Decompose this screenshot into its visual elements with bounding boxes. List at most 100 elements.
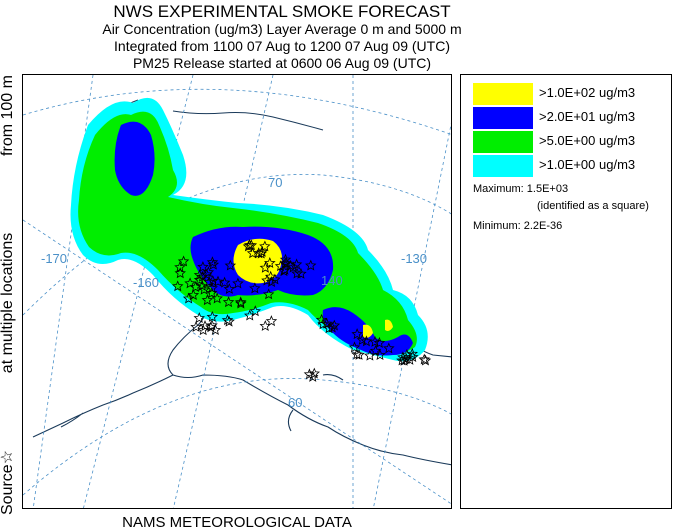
- fire-source-star-icon: [397, 351, 409, 363]
- source-word: Source: [0, 464, 16, 515]
- fire-source-star-icon: [351, 328, 363, 340]
- legend-swatch-yellow: [473, 83, 533, 105]
- smoke-contours: [70, 97, 428, 362]
- maximum-note: (identified as a square): [537, 200, 649, 212]
- fire-source-star-icon: [187, 289, 200, 301]
- fire-source-star-icon: [249, 305, 261, 317]
- fire-source-star-icon: [269, 273, 281, 285]
- fire-source-star-icon: [196, 279, 208, 291]
- fire-source-star-icon: [279, 253, 292, 265]
- fire-source-star-icon: [295, 267, 307, 279]
- fire-source-star-icon: [222, 296, 235, 308]
- source-label: Source☆ at multiple locations from 100 m: [0, 75, 18, 515]
- fire-source-star-icon: [404, 353, 416, 365]
- fire-source-star-icon: [383, 342, 395, 354]
- fire-source-star-icon: [211, 292, 223, 304]
- fire-source-star-icon: [206, 319, 218, 331]
- source-star-icon: ☆: [0, 449, 16, 465]
- fire-source-star-icon: [259, 240, 271, 252]
- fire-source-star-icon: [224, 259, 237, 271]
- smoke-map: -170 -160 70 140 -130 60: [22, 74, 452, 509]
- fire-source-star-icon: [197, 324, 210, 336]
- fire-source-star-icon: [174, 267, 186, 279]
- fire-source-star-icon: [212, 275, 224, 287]
- legend-item-gt-100: >1.0E+02 ug/m3: [473, 83, 673, 105]
- fire-source-star-icon: [243, 239, 256, 251]
- legend-item-gt-20: >2.0E+01 ug/m3: [473, 107, 673, 129]
- release-time: PM25 Release started at 0600 06 Aug 09 (…: [132, 55, 432, 71]
- fire-source-star-icon: [398, 354, 410, 366]
- grid-label-lon-160: -160: [133, 275, 159, 290]
- legend-item-gt-1: >1.0E+00 ug/m3: [473, 155, 673, 177]
- fire-source-star-icon: [223, 315, 235, 327]
- fire-source-star-icon: [308, 367, 320, 379]
- fire-source-star-icon: [205, 321, 217, 333]
- forecast-title: NWS EXPERIMENTAL SMOKE FORECAST: [113, 2, 451, 21]
- legend-label: >2.0E+01 ug/m3: [539, 109, 636, 124]
- fire-source-star-icon: [232, 277, 244, 289]
- concentration-subtitle: Air Concentration (ug/m3) Layer Average …: [102, 21, 462, 37]
- map-canvas: -170 -160 70 140 -130 60: [23, 75, 451, 508]
- fire-source-star-icon: [400, 352, 412, 364]
- fire-source-star-icon: [406, 347, 418, 359]
- fire-source-star-icon: [182, 292, 195, 304]
- fire-source-star-icon: [197, 261, 209, 272]
- fire-source-star-icon: [193, 273, 206, 285]
- source-height-text: from 100 m: [0, 75, 16, 156]
- fire-source-star-icon: [172, 280, 184, 292]
- fire-source-star-icon: [209, 324, 222, 336]
- fire-source-star-icon: [184, 277, 196, 289]
- fire-source-star-icon: [223, 283, 236, 294]
- fire-source-star-icon: [244, 309, 256, 321]
- fire-source-star-icon: [203, 276, 215, 288]
- grid-label-lon-130: -130: [401, 251, 427, 266]
- fire-source-star-icon: [253, 247, 265, 259]
- fire-source-star-icon: [326, 321, 338, 333]
- fire-source-star-icon: [360, 335, 373, 347]
- fire-source-markers: [172, 239, 432, 382]
- grid-label-lon-170: -170: [41, 251, 67, 266]
- fire-source-star-icon: [207, 258, 220, 270]
- fire-source-star-icon: [418, 353, 430, 365]
- fire-source-star-icon: [177, 255, 190, 267]
- fire-source-star-icon: [305, 259, 317, 271]
- minimum-value: Minimum: 2.2E-36: [473, 220, 563, 232]
- fire-source-star-icon: [206, 282, 218, 294]
- fire-source-star-icon: [407, 351, 419, 363]
- met-data-label: NAMS METEOROLOGICAL DATA: [122, 514, 352, 531]
- fire-source-star-icon: [206, 287, 218, 299]
- fire-source-star-icon: [193, 269, 206, 281]
- legend-label: >5.0E+00 ug/m3: [539, 133, 636, 148]
- grid-label-lat-70: 70: [268, 175, 282, 190]
- fire-source-star-icon: [207, 274, 219, 286]
- fire-source-star-icon: [419, 354, 432, 366]
- fire-source-star-icon: [193, 312, 205, 324]
- fire-source-star-icon: [317, 318, 329, 330]
- legend-swatch-green: [473, 131, 533, 153]
- integration-period: Integrated from 1100 07 Aug to 1200 07 A…: [114, 38, 450, 54]
- fire-source-star-icon: [198, 283, 210, 295]
- fire-source-star-icon: [235, 296, 247, 308]
- fire-source-star-icon: [287, 261, 299, 273]
- contour-gt-100: [233, 238, 393, 338]
- fire-source-star-icon: [199, 320, 211, 332]
- fire-source-star-icon: [373, 336, 386, 348]
- fire-source-star-icon: [259, 261, 272, 273]
- fire-source-star-icon: [235, 297, 247, 309]
- fire-source-star-icon: [256, 245, 268, 257]
- grid-label-lon-140: 140: [321, 273, 343, 288]
- multiple-locations-text: at multiple locations: [0, 232, 16, 374]
- fire-source-star-icon: [261, 274, 273, 286]
- fire-source-star-icon: [348, 341, 361, 353]
- legend-panel: >1.0E+02 ug/m3 >2.0E+01 ug/m3 >5.0E+00 u…: [460, 74, 672, 509]
- fire-source-star-icon: [201, 294, 214, 306]
- fire-source-star-icon: [190, 321, 202, 332]
- fire-source-star-icon: [265, 315, 278, 327]
- contour-gt-20: [114, 121, 413, 356]
- fire-source-star-icon: [206, 256, 219, 268]
- fire-source-star-icon: [249, 282, 261, 294]
- legend-label: >1.0E+00 ug/m3: [539, 157, 636, 172]
- fire-source-star-icon: [279, 263, 291, 275]
- fire-source-star-icon: [353, 348, 365, 360]
- fire-source-star-icon: [291, 267, 303, 279]
